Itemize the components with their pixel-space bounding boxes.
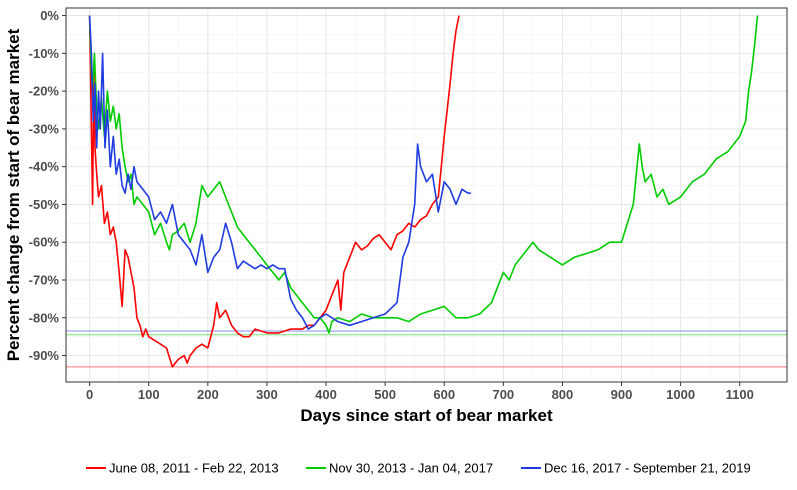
plot-border xyxy=(65,7,788,383)
y-tick-label: -80% xyxy=(29,310,60,325)
y-tick-label: -30% xyxy=(29,121,60,136)
y-tick-label: -70% xyxy=(29,273,60,288)
x-tick-label: 1000 xyxy=(666,387,695,402)
y-tick-label: -20% xyxy=(29,84,60,99)
y-tick-label: -40% xyxy=(29,159,60,174)
series-line xyxy=(88,15,759,334)
x-axis-ticks: 0 100 200 300 400 500 600 700 800 900 1000 1100 xyxy=(86,382,754,402)
grid xyxy=(66,8,787,382)
legend-label: June 08, 2011 - Feb 22, 2013 xyxy=(109,461,279,476)
series-line xyxy=(88,15,471,330)
y-tick-label: -60% xyxy=(29,235,60,250)
x-tick-label: 400 xyxy=(315,387,337,402)
legend-label: Nov 30, 2013 - Jan 04, 2017 xyxy=(329,461,493,476)
y-tick-label: -50% xyxy=(29,197,60,212)
x-tick-label: 0 xyxy=(86,387,93,402)
legend: June 08, 2011 - Feb 22, 2013 Nov 30, 2013… xyxy=(86,461,751,476)
x-axis-title: Days since start of bear market xyxy=(300,406,553,425)
x-tick-label: 500 xyxy=(374,387,396,402)
x-tick-label: 800 xyxy=(552,387,574,402)
y-tick-label: -10% xyxy=(29,46,60,61)
x-tick-label: 200 xyxy=(197,387,219,402)
series-line xyxy=(88,15,460,368)
y-tick-label: -90% xyxy=(29,348,60,363)
x-tick-label: 900 xyxy=(611,387,633,402)
x-tick-label: 100 xyxy=(138,387,160,402)
plot-background xyxy=(66,8,787,382)
y-axis-ticks: 0% -10% -20% -30% -40% -50% -60% -70% -80% -90% xyxy=(29,8,66,363)
x-tick-label: 700 xyxy=(492,387,514,402)
legend-label: Dec 16, 2017 - September 21, 2019 xyxy=(544,461,751,476)
x-tick-label: 1100 xyxy=(726,387,754,402)
y-tick-label: 0% xyxy=(40,8,59,23)
y-axis-title: Percent change from start of bear market xyxy=(4,28,23,361)
minimum-lines xyxy=(66,330,787,368)
x-tick-label: 600 xyxy=(433,387,455,402)
series-lines xyxy=(88,15,759,368)
x-tick-label: 300 xyxy=(256,387,278,402)
